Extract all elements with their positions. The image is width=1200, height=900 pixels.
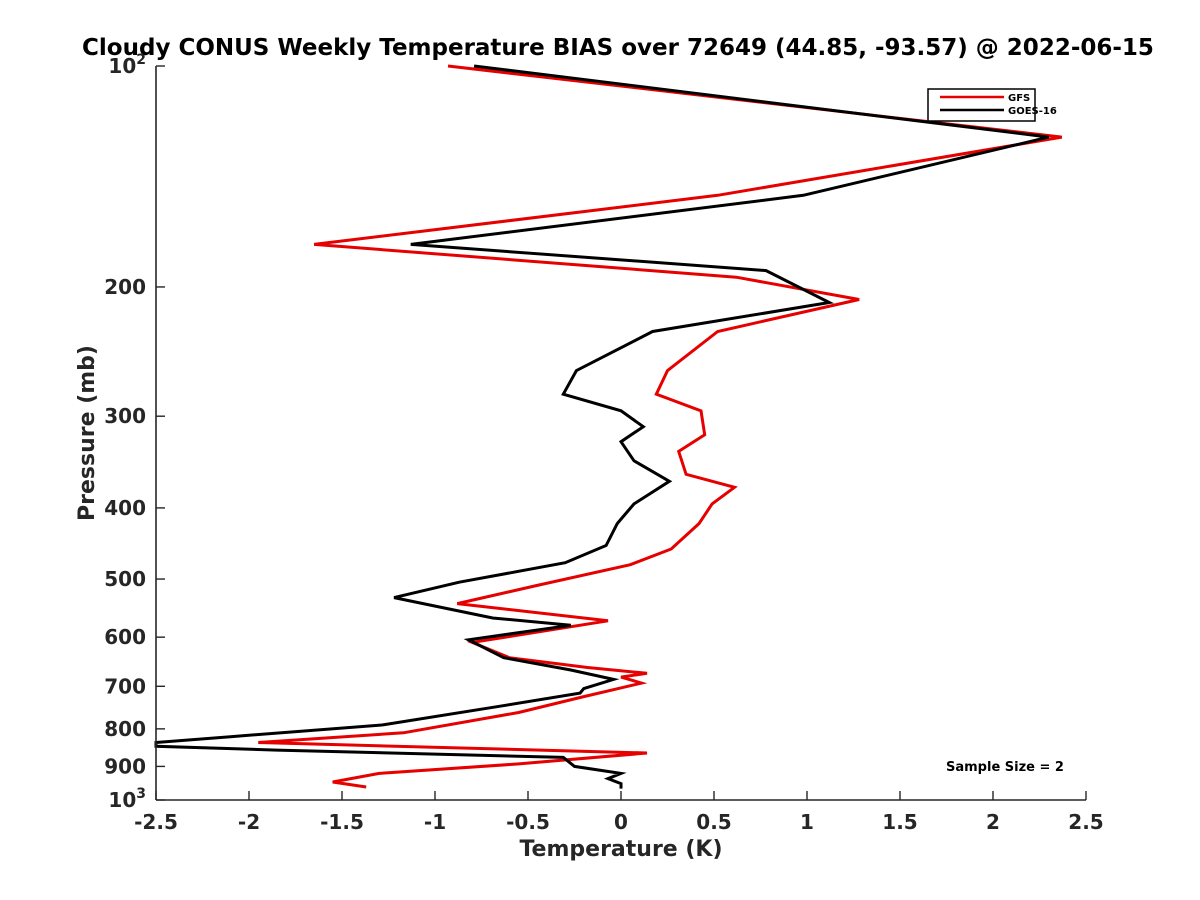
legend-label-gfs: GFS — [1008, 93, 1030, 104]
x-tick-label: 2.5 — [1068, 810, 1103, 834]
legend: GFS GOES-16 — [927, 88, 1057, 122]
y-tick-label: 900 — [104, 754, 146, 778]
chart-title: Cloudy CONUS Weekly Temperature BIAS ove… — [82, 35, 1154, 61]
x-tick-label: 2 — [986, 810, 1000, 834]
x-tick-label: 1.5 — [882, 810, 917, 834]
x-tick-label: 0 — [614, 810, 628, 834]
x-tick-label: -1.5 — [320, 810, 364, 834]
legend-box — [927, 88, 1036, 122]
sample-size-annotation: Sample Size = 2 — [946, 760, 1064, 775]
y-tick-label: 103 — [108, 786, 146, 812]
x-ticks: -2.5 -2 -1.5 -1 -0.5 0 0.5 1 1.5 2 2.5 — [134, 791, 1104, 834]
y-tick-label: 800 — [104, 717, 146, 741]
y-ticks: 102 200 300 400 500 600 700 800 900 103 — [104, 52, 165, 812]
y-tick-label: 500 — [104, 567, 146, 591]
y-tick-label: 400 — [104, 496, 146, 520]
y-tick-label: 102 — [108, 52, 146, 78]
series-line-goes16 — [154, 64, 1050, 789]
x-tick-label: -2 — [238, 810, 260, 834]
series-layer — [154, 64, 1063, 789]
x-axis-label: Temperature (K) — [519, 837, 722, 862]
y-tick-label: 600 — [104, 625, 146, 649]
x-tick-label: -2.5 — [134, 810, 178, 834]
y-tick-label: 300 — [104, 404, 146, 428]
x-tick-label: 0.5 — [696, 810, 731, 834]
y-tick-label: 200 — [104, 275, 146, 299]
x-tick-label: 1 — [800, 810, 814, 834]
legend-label-goes16: GOES-16 — [1008, 106, 1057, 117]
y-tick-label: 700 — [104, 674, 146, 698]
y-axis-label: Pressure (mb) — [75, 345, 100, 521]
plot-area: -2.5 -2 -1.5 -1 -0.5 0 0.5 1 1.5 2 2.5 102 200 300 40… — [104, 52, 1103, 834]
x-tick-label: -0.5 — [506, 810, 550, 834]
x-tick-label: -1 — [424, 810, 446, 834]
series-line-gfs — [258, 64, 1063, 789]
